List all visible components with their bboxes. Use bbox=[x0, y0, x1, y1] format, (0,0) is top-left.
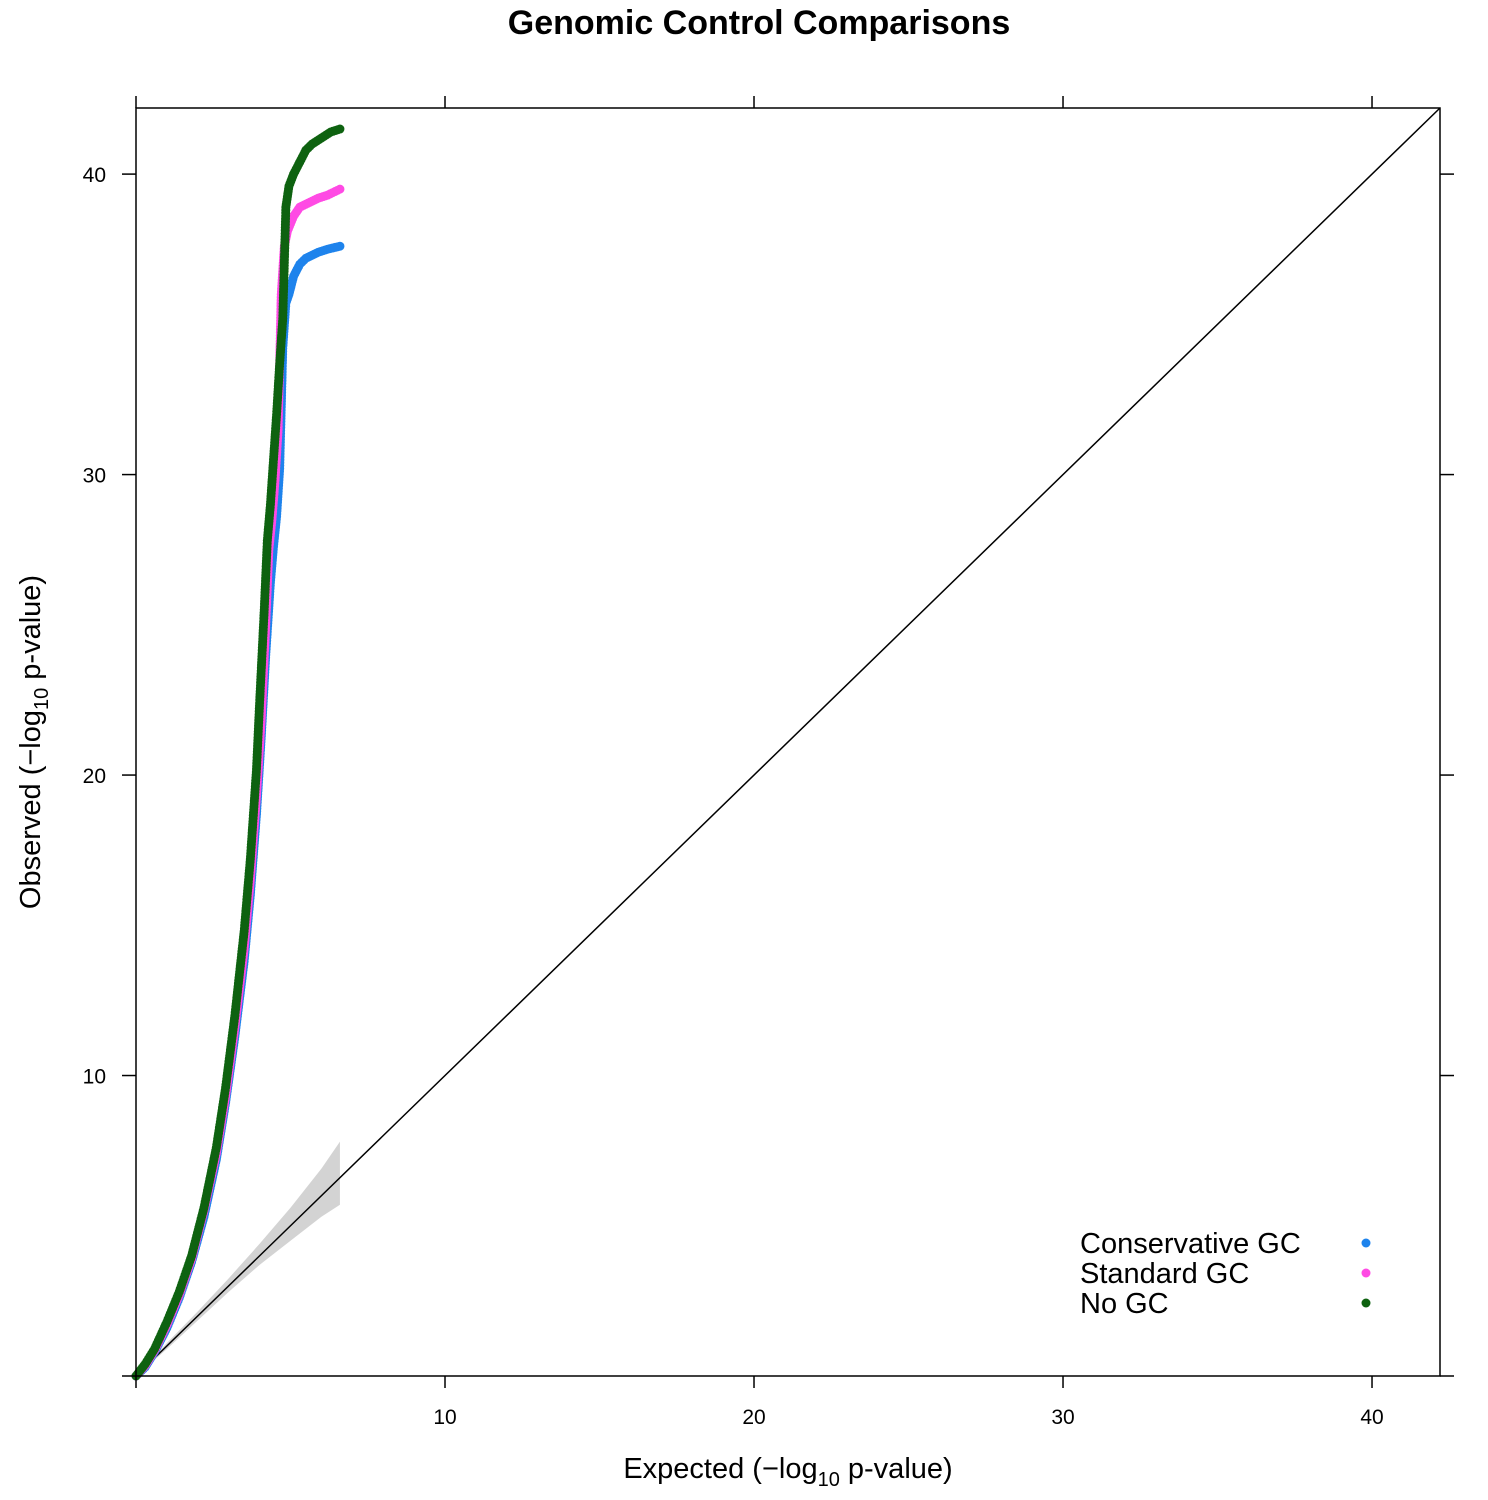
y-axis-title-subscript: 10 bbox=[31, 688, 53, 710]
x-tick-label: 40 bbox=[1360, 1406, 1383, 1429]
legend-label: Standard GC bbox=[1080, 1258, 1249, 1290]
y-tick-label: 10 bbox=[83, 1066, 106, 1089]
confidence-band bbox=[136, 1141, 340, 1376]
legend-marker bbox=[1361, 1238, 1371, 1248]
axis-ticks: 10 20 30 40 10 20 30 40 bbox=[83, 96, 1454, 1429]
legend-label: No GC bbox=[1080, 1288, 1169, 1320]
y-tick-label: 20 bbox=[83, 765, 106, 788]
legend-label: Conservative GC bbox=[1080, 1228, 1301, 1260]
legend-marker bbox=[1361, 1298, 1371, 1308]
x-axis-title-prefix: Expected (−log bbox=[623, 1453, 817, 1485]
x-axis-title: Expected (−log10 p-value) bbox=[623, 1453, 952, 1491]
series-no-gc bbox=[131, 124, 345, 1381]
x-tick-label: 30 bbox=[1051, 1406, 1074, 1429]
x-tick-label: 20 bbox=[742, 1406, 765, 1429]
legend-marker bbox=[1361, 1268, 1371, 1278]
y-axis-title-suffix: p-value) bbox=[15, 575, 47, 688]
y-tick-label: 30 bbox=[83, 465, 106, 488]
reference-line-layer bbox=[135, 107, 1441, 1377]
data-point bbox=[335, 241, 345, 251]
data-point bbox=[335, 184, 345, 194]
y-axis-title: Observed (−log10 p-value) bbox=[15, 575, 53, 909]
y-tick-label: 40 bbox=[83, 164, 106, 187]
points-layer bbox=[131, 124, 345, 1381]
x-tick-label: 10 bbox=[433, 1406, 456, 1429]
x-axis-title-suffix: p-value) bbox=[840, 1453, 953, 1485]
confidence-band-layer bbox=[136, 1141, 340, 1376]
y-axis-title-prefix: Observed (−log bbox=[15, 710, 47, 909]
identity-reference-line bbox=[135, 107, 1441, 1377]
x-axis-title-subscript: 10 bbox=[818, 1469, 840, 1491]
plot-frame bbox=[135, 107, 1441, 1377]
data-point bbox=[335, 124, 345, 134]
chart-title: Genomic Control Comparisons bbox=[508, 4, 1011, 42]
